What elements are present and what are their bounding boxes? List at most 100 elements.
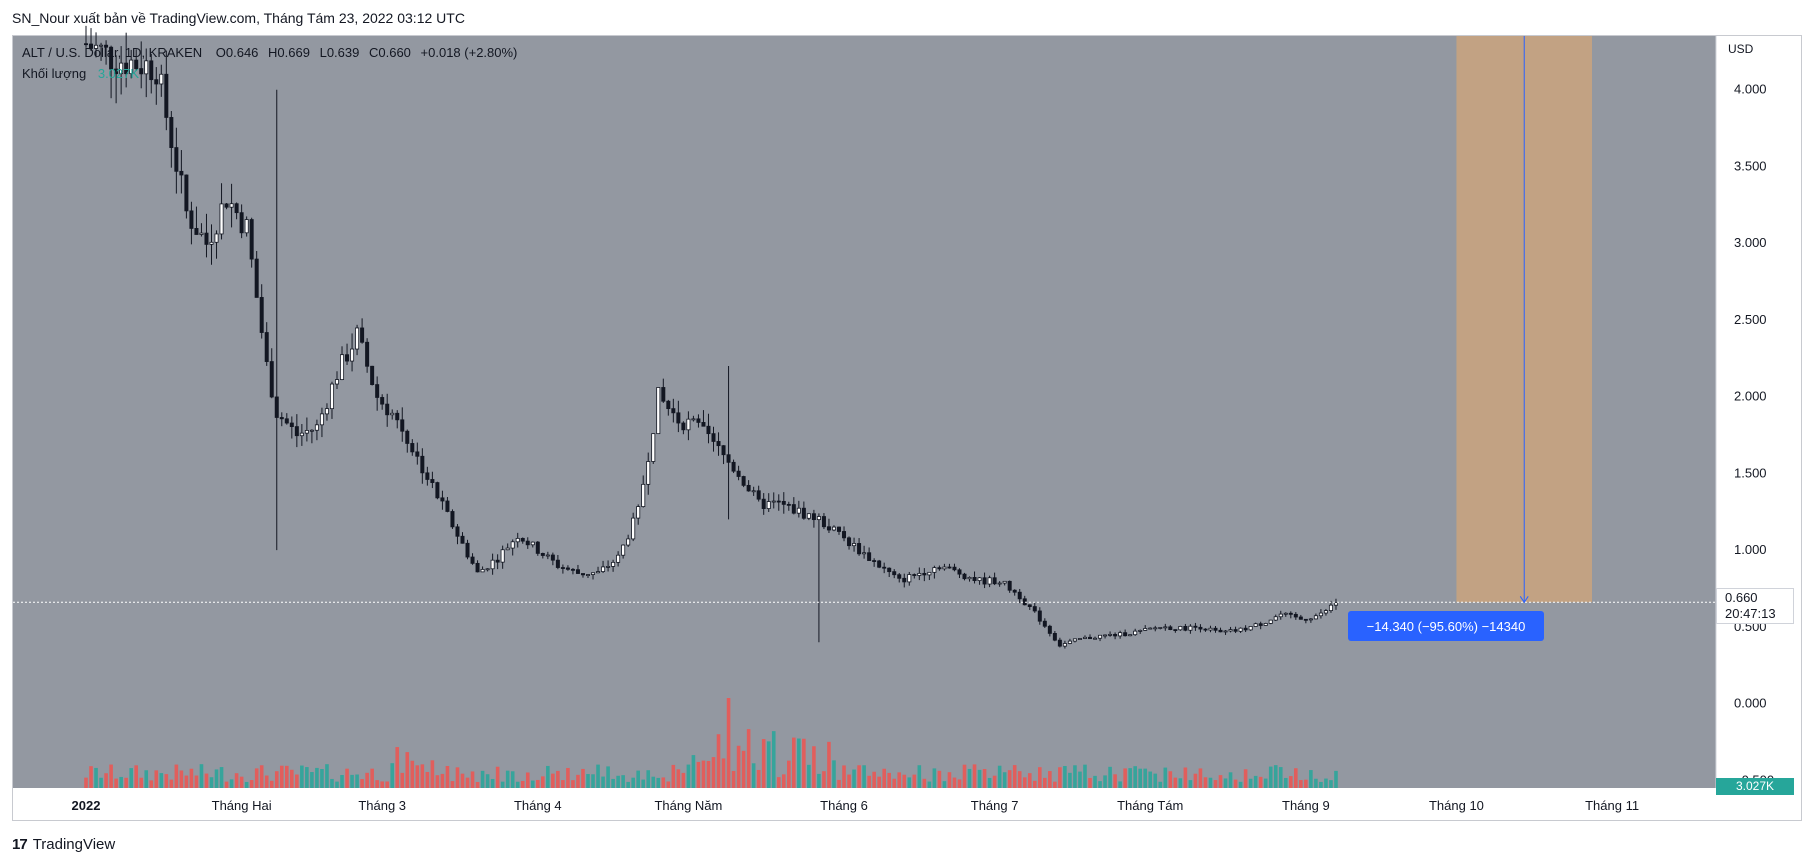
volume-bar bbox=[1188, 780, 1193, 788]
volume-bar bbox=[947, 772, 952, 788]
volume-legend[interactable]: Khối lượng 3.027K bbox=[22, 66, 139, 81]
candle-body bbox=[194, 228, 199, 235]
volume-bar bbox=[1038, 767, 1042, 788]
candle-body bbox=[84, 43, 89, 46]
volume-bar bbox=[962, 764, 967, 788]
volume-bar bbox=[726, 698, 731, 788]
candle-body bbox=[751, 490, 756, 493]
volume-bar bbox=[596, 764, 600, 788]
volume-bar bbox=[1118, 781, 1122, 788]
candle-body bbox=[1108, 633, 1113, 636]
symbol-name[interactable]: ALT / U.S. Dollar, 1D, KRAKEN bbox=[22, 45, 203, 60]
volume-bar bbox=[390, 763, 395, 788]
volume-bar bbox=[310, 772, 314, 788]
measure-tool[interactable] bbox=[1456, 36, 1592, 604]
candle-body bbox=[872, 560, 877, 562]
volume-bar bbox=[731, 770, 736, 788]
volume-bar bbox=[837, 779, 841, 788]
x-tick-label: 2022 bbox=[72, 798, 101, 813]
volume-bar bbox=[862, 765, 866, 788]
volume-bar bbox=[1153, 773, 1158, 788]
volume-bar bbox=[430, 760, 435, 788]
candle-body bbox=[676, 412, 681, 424]
footer-brand[interactable]: TradingView bbox=[32, 836, 116, 853]
volume-bar bbox=[114, 778, 118, 788]
volume-bar bbox=[912, 774, 917, 788]
candle-body bbox=[1037, 610, 1042, 622]
candle-body bbox=[992, 577, 997, 585]
candle-body bbox=[671, 408, 676, 414]
volume-bar bbox=[425, 771, 430, 788]
y-tick-label: 3.500 bbox=[1734, 158, 1767, 173]
volume-bar bbox=[1083, 764, 1087, 788]
volume-bar bbox=[129, 768, 133, 788]
measure-label[interactable]: −14.340 (−95.60%) −14340 bbox=[1348, 611, 1544, 641]
candle-body bbox=[119, 62, 124, 75]
volume-bar bbox=[214, 769, 219, 788]
symbol-legend[interactable]: ALT / U.S. Dollar, 1D, KRAKEN O0.646 H0.… bbox=[22, 45, 517, 60]
volume-bar bbox=[154, 770, 159, 788]
candle-body bbox=[636, 506, 641, 519]
candle-body bbox=[134, 59, 139, 69]
volume-bar bbox=[847, 774, 851, 788]
x-tick-label: Tháng 10 bbox=[1429, 798, 1484, 813]
volume-bar bbox=[460, 773, 465, 788]
volume-bar bbox=[405, 752, 410, 788]
candle-body bbox=[656, 387, 661, 435]
candle-body bbox=[1057, 639, 1062, 647]
candle-body bbox=[164, 73, 169, 118]
volume-bar bbox=[1329, 780, 1333, 788]
volume-bar bbox=[325, 764, 329, 788]
volume-bar bbox=[104, 773, 108, 788]
candle-body bbox=[1268, 619, 1273, 624]
candle-body bbox=[766, 501, 771, 509]
volume-bar bbox=[857, 765, 861, 788]
x-tick-label: Tháng 3 bbox=[358, 798, 406, 813]
tradingview-logo-icon[interactable]: 17 bbox=[12, 836, 28, 853]
candle-body bbox=[199, 232, 204, 235]
volume-bar bbox=[515, 781, 520, 788]
volume-bar bbox=[134, 765, 138, 788]
candle-body bbox=[209, 241, 214, 245]
currency-label[interactable]: USD bbox=[1728, 42, 1754, 56]
volume-bar bbox=[566, 767, 570, 788]
volume-bar bbox=[877, 776, 881, 788]
volume-bar bbox=[746, 729, 751, 788]
last-price-value: 0.660 bbox=[1725, 590, 1758, 605]
volume-bar bbox=[586, 774, 590, 788]
volume-bar bbox=[1088, 778, 1092, 788]
volume-bar bbox=[1238, 781, 1243, 788]
price-candles bbox=[84, 25, 1338, 649]
candle-body bbox=[355, 327, 360, 350]
candle-body bbox=[425, 472, 430, 480]
candle-body bbox=[907, 574, 912, 583]
volume-bar bbox=[470, 771, 475, 788]
volume-bar bbox=[505, 770, 510, 788]
volume-bar bbox=[1289, 776, 1293, 788]
volume-bar bbox=[335, 781, 339, 788]
volume-bar bbox=[807, 764, 811, 788]
candle-body bbox=[1238, 627, 1243, 632]
candle-body bbox=[385, 403, 390, 416]
candle-body bbox=[756, 490, 761, 500]
volume-bar bbox=[671, 764, 676, 788]
volume-bar bbox=[802, 738, 806, 788]
volume-bar bbox=[797, 738, 801, 788]
candle-body bbox=[505, 547, 510, 551]
volume-bar bbox=[736, 745, 741, 788]
candle-body bbox=[269, 361, 274, 398]
footer[interactable]: 17 TradingView bbox=[12, 836, 115, 853]
candle-body bbox=[962, 573, 967, 580]
candle-body bbox=[179, 170, 184, 176]
candle-body bbox=[1103, 634, 1108, 637]
volume-bar bbox=[751, 763, 756, 788]
candle-body bbox=[475, 562, 480, 573]
candle-body bbox=[465, 542, 470, 558]
y-tick-label: 4.000 bbox=[1734, 82, 1767, 97]
candle-body bbox=[967, 577, 972, 580]
volume-bar bbox=[922, 778, 927, 788]
candle-body bbox=[786, 503, 791, 506]
candle-body bbox=[405, 430, 410, 444]
candle-body bbox=[791, 504, 796, 514]
